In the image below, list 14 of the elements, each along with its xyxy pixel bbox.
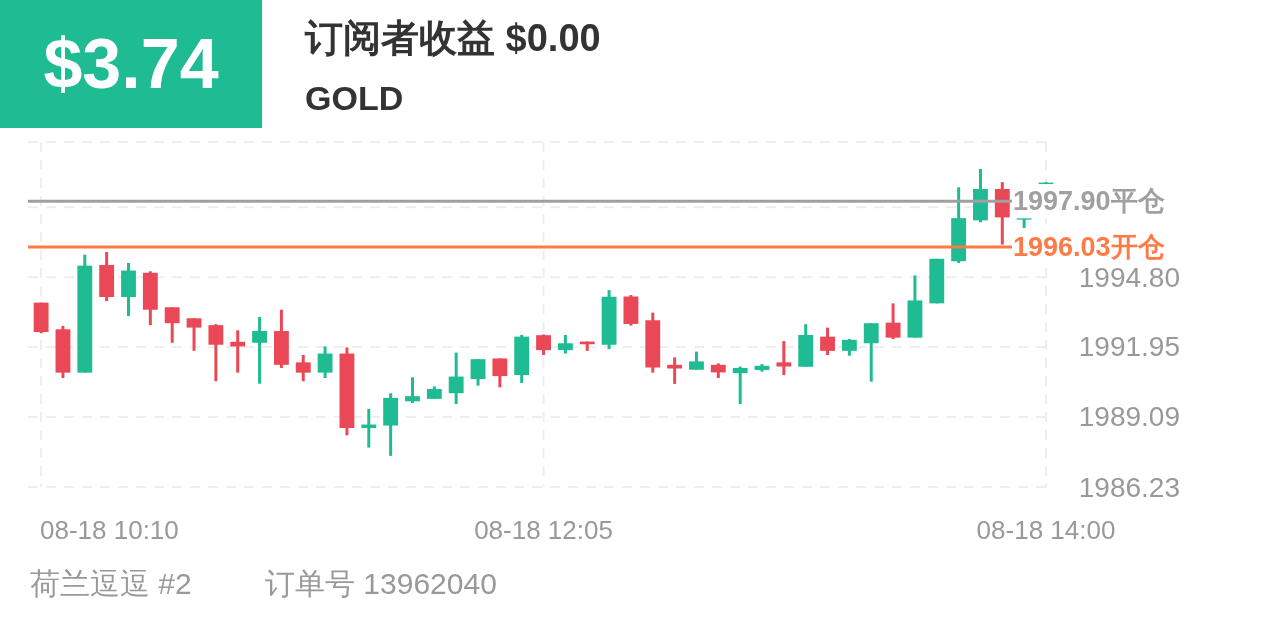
text: 订单号 13962040 [265,566,497,600]
y-tick-label: 1989.09 [1078,401,1180,433]
header: $3.74 [0,0,262,128]
x-tick-label: 08-18 14:00 [976,515,1116,545]
y-tick-label: 1994.80 [1078,261,1180,293]
x-tick-label: 08-18 10:10 [40,515,179,545]
chart-title: 订阅者收益 $0.00 [304,17,601,59]
y-tick-label: 1986.23 [1078,471,1180,503]
ref-line-label: 1997.90平仓 [1013,186,1165,217]
text: 荷兰逗逗 #2 [30,566,192,600]
y-tick-label: 1991.95 [1078,331,1180,363]
chart-subtitle: GOLD [305,79,404,117]
ref-line-label: 1996.03开仓 [1013,232,1165,263]
x-tick-label: 08-18 12:05 [474,515,613,545]
